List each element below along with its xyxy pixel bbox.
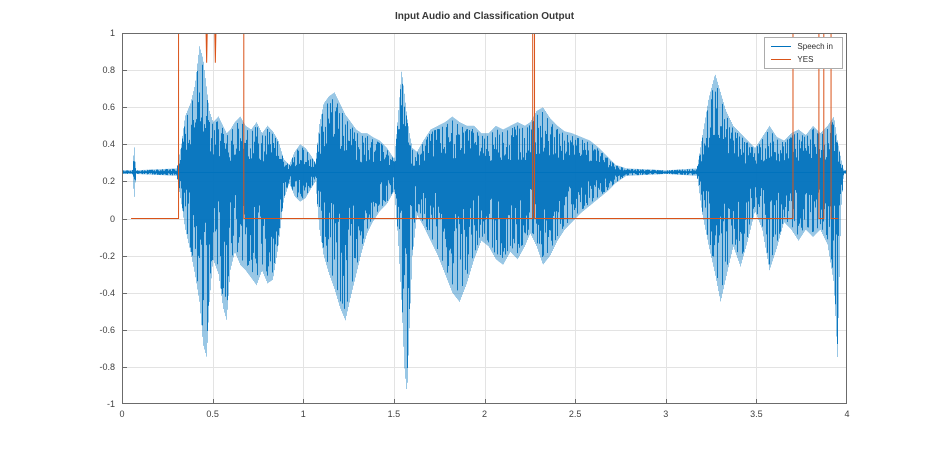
y-tick-label: -1	[106, 399, 115, 409]
x-tick-label: 0.5	[206, 409, 219, 419]
x-tick-label: 2	[481, 409, 488, 419]
speech-line-swatch	[771, 46, 792, 47]
x-tick-label: 2.5	[568, 409, 582, 419]
x-tick-label: 1.5	[387, 409, 401, 419]
plot-area: Speech in YES	[122, 33, 847, 404]
x-tick-label: 0	[119, 409, 125, 419]
y-tick-label: -0.8	[99, 361, 115, 372]
y-tick-label: 0.2	[102, 176, 115, 187]
y-tick-label: -0.6	[99, 324, 115, 335]
chart-title: Input Audio and Classification Output	[394, 11, 575, 22]
legend-item-yes: YES	[771, 55, 833, 64]
x-tick-label: 3.5	[750, 409, 763, 419]
yes-line-swatch	[771, 59, 792, 60]
y-tick-label: 0.6	[102, 102, 115, 113]
legend-label-speech: Speech in	[797, 42, 833, 51]
y-tick-label: -0.4	[99, 287, 115, 298]
x-tick-label: 1	[300, 409, 306, 419]
y-tick-label: 0.8	[102, 65, 115, 76]
legend-item-speech: Speech in	[771, 42, 833, 51]
y-tick-label: 1	[109, 28, 115, 38]
y-tick-label: 0	[109, 213, 115, 224]
x-tick-label: 3	[663, 409, 669, 419]
x-tick-label: 4	[844, 409, 850, 419]
legend-label-yes: YES	[797, 55, 814, 64]
y-tick-label: 0.4	[102, 139, 115, 150]
legend: Speech in YES	[764, 37, 843, 69]
waveform-canvas	[122, 33, 847, 404]
y-tick-label: -0.2	[99, 250, 115, 261]
